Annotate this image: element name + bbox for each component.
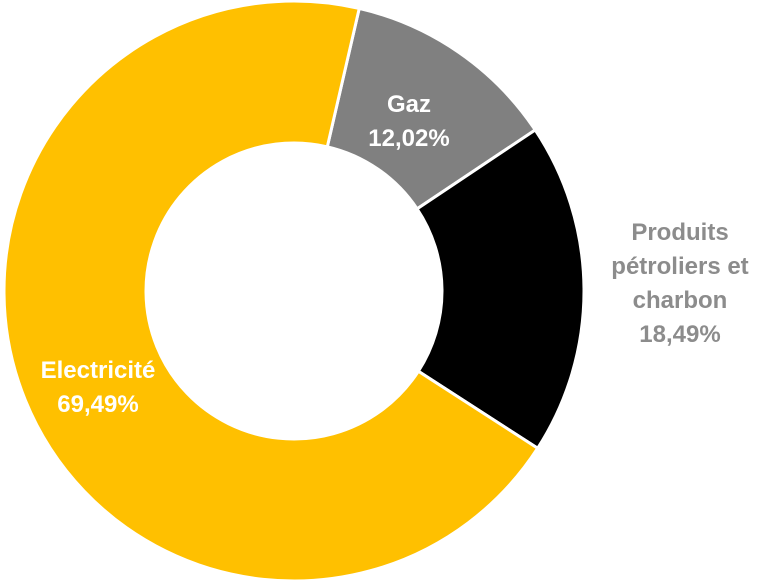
slice-label-0: Gaz 12,02% — [368, 91, 449, 152]
slice-value-label: 12,02% — [368, 125, 449, 152]
slice-category-label: Electricité — [41, 357, 156, 384]
slice-category-label: charbon — [633, 287, 728, 314]
slice-value-label: 18,49% — [639, 321, 720, 348]
slice-value-label: 69,49% — [57, 391, 138, 418]
slice-label-1: Produits pétroliers et charbon 18,49% — [611, 219, 748, 348]
donut-slices — [2, 0, 586, 581]
slice-category-label: pétroliers et — [611, 253, 748, 280]
slice-category-label: Gaz — [387, 91, 431, 118]
slice-category-label: Produits — [631, 219, 728, 246]
slice-produits-petroliers-et-charbon — [415, 127, 586, 451]
slice-labels: Gaz 12,02% Produits pétroliers et charbon 18,… — [41, 91, 749, 418]
slice-electricite — [2, 0, 540, 581]
slice-label-2: Electricité 69,49% — [41, 357, 156, 418]
